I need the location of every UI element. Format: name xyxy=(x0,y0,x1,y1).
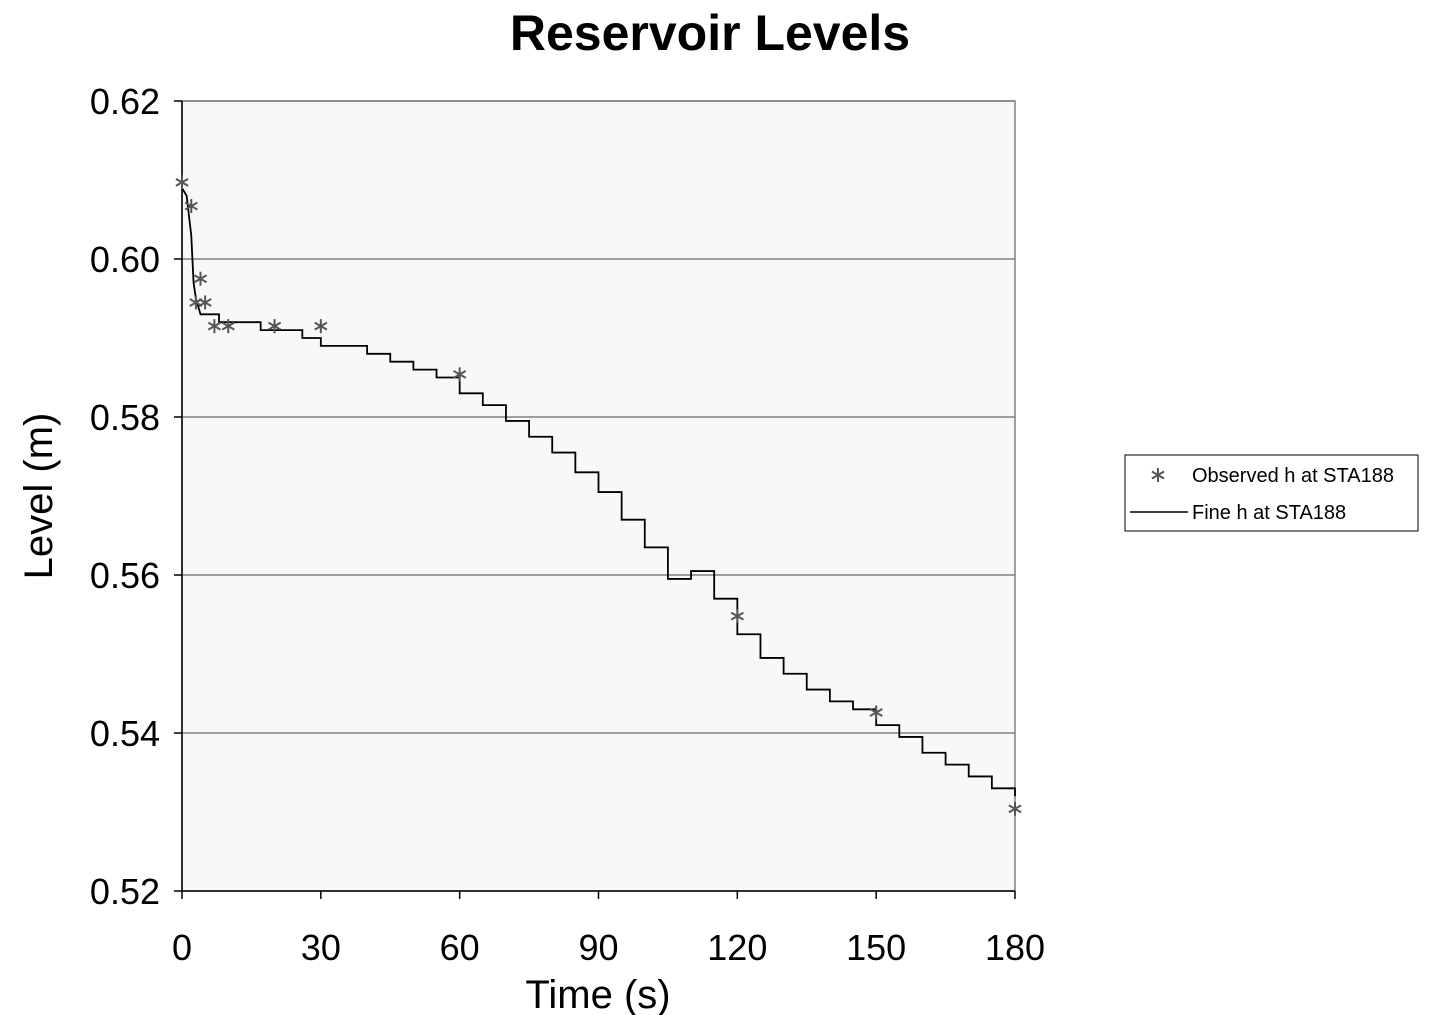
legend-label-fine: Fine h at STA188 xyxy=(1192,502,1346,524)
x-tick-labels: 0 30 60 90 120 150 180 xyxy=(172,927,1045,968)
x-tick-label: 60 xyxy=(440,927,480,968)
observed-point xyxy=(314,319,328,334)
y-tick-label: 0.56 xyxy=(90,555,160,596)
axes xyxy=(174,100,1016,899)
observed-point xyxy=(184,199,198,214)
observed-point xyxy=(207,319,221,334)
x-tick-label: 180 xyxy=(985,927,1045,968)
observed-point xyxy=(267,319,282,334)
y-tick-labels: 0.52 0.54 0.56 0.58 0.60 0.62 xyxy=(90,81,160,912)
series-group xyxy=(175,175,1022,816)
x-tick-label: 150 xyxy=(846,927,906,968)
y-tick-label: 0.54 xyxy=(90,713,160,754)
gridlines xyxy=(182,100,1015,734)
y-tick-label: 0.58 xyxy=(90,397,160,438)
plot-area xyxy=(181,100,1016,892)
legend-label-observed: Observed h at STA188 xyxy=(1192,465,1394,487)
legend: Observed h at STA188 Fine h at STA188 xyxy=(1124,454,1419,532)
y-tick-label: 0.62 xyxy=(90,81,160,122)
observed-point xyxy=(175,175,189,190)
y-tick-label: 0.60 xyxy=(90,239,160,280)
x-tick-label: 30 xyxy=(301,927,341,968)
observed-point xyxy=(869,705,883,720)
x-tick-label: 120 xyxy=(707,927,767,968)
observed-point xyxy=(198,295,212,310)
y-axis-label: Level (m) xyxy=(17,413,61,580)
observed-point xyxy=(221,319,235,334)
observed-point xyxy=(730,609,744,624)
observed-point xyxy=(193,271,208,286)
legend-marker-observed xyxy=(1151,468,1165,482)
observed-point xyxy=(1008,801,1022,816)
x-tick-label: 90 xyxy=(578,927,618,968)
legend-asterisk-icon xyxy=(1151,468,1165,482)
observed-point xyxy=(453,367,467,382)
x-axis-label: Time (s) xyxy=(525,973,670,1015)
y-tick-label: 0.52 xyxy=(90,871,160,912)
legend-box xyxy=(1124,454,1419,532)
x-tick-label: 0 xyxy=(172,927,192,968)
chart-title: Reservoir Levels xyxy=(510,5,910,61)
